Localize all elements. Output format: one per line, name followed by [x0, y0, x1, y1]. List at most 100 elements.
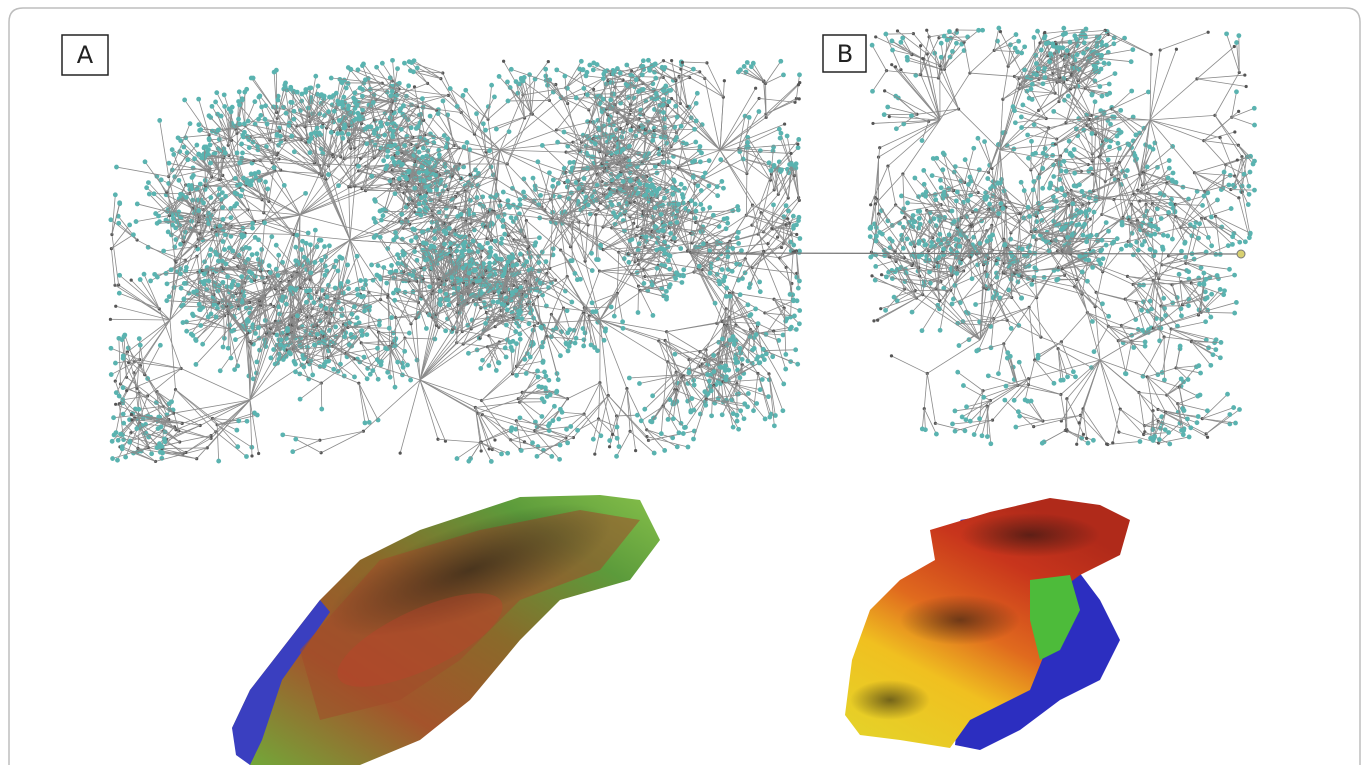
well-node [229, 109, 234, 114]
well-node [650, 393, 655, 398]
well-node [614, 454, 619, 459]
edge [322, 175, 350, 240]
well-node [113, 192, 118, 197]
well-node [720, 337, 725, 342]
well-node [780, 408, 785, 413]
well-node [232, 367, 237, 372]
well-node [235, 151, 240, 156]
well-node [770, 354, 775, 359]
well-node [244, 454, 249, 459]
well-node [792, 163, 797, 168]
edge [559, 414, 584, 419]
edge [300, 187, 351, 215]
well-node [393, 191, 398, 196]
well-node [385, 121, 390, 126]
well-node [502, 232, 507, 237]
well-node [343, 125, 348, 130]
well-node [518, 252, 523, 257]
well-node [160, 444, 165, 449]
well-node [372, 131, 377, 136]
well-node [401, 365, 406, 370]
edge [647, 437, 688, 447]
well-node [247, 145, 252, 150]
well-node [249, 76, 254, 81]
well-node [763, 417, 768, 422]
edge [562, 412, 584, 414]
well-node [194, 362, 199, 367]
well-node [540, 143, 545, 148]
well-node [146, 180, 151, 185]
well-node [496, 214, 501, 219]
well-node [751, 408, 756, 413]
well-node [292, 109, 297, 114]
well-node [349, 67, 354, 72]
junction [547, 60, 550, 63]
well-node [113, 361, 118, 366]
edge [110, 319, 170, 320]
well-node [288, 286, 293, 291]
well-node [198, 182, 203, 187]
well-node [263, 103, 268, 108]
well-node [411, 69, 416, 74]
page: A B (() => { const data = JSON.parse(doc… [0, 0, 1369, 765]
well-node [352, 375, 357, 380]
well-node [627, 376, 632, 381]
well-node [360, 94, 365, 99]
well-node [197, 302, 202, 307]
well-node [240, 133, 245, 138]
well-node [527, 321, 532, 326]
edge [179, 431, 211, 438]
well-node [308, 150, 313, 155]
well-node [637, 381, 642, 386]
well-node [788, 327, 793, 332]
panel-label: B [837, 40, 853, 68]
well-node [223, 194, 228, 199]
edge [350, 240, 425, 245]
well-node [389, 315, 394, 320]
well-node [373, 220, 378, 225]
well-node [337, 118, 342, 123]
well-node [521, 177, 526, 182]
well-node [608, 192, 613, 197]
well-node [509, 215, 514, 220]
well-node [262, 220, 267, 225]
well-node [218, 368, 223, 373]
edge [116, 167, 168, 176]
edge [667, 322, 723, 332]
well-node [717, 224, 722, 229]
well-node [184, 265, 189, 270]
well-node [117, 291, 122, 296]
well-node [327, 243, 332, 248]
well-node [184, 195, 189, 200]
well-node [216, 127, 221, 132]
well-node [724, 377, 729, 382]
well-node [521, 190, 526, 195]
edge [567, 383, 600, 399]
well-node [772, 423, 777, 428]
well-node [466, 351, 471, 356]
well-node [548, 392, 553, 397]
well-node [408, 378, 413, 383]
well-node [134, 219, 139, 224]
well-node [757, 361, 762, 366]
well-node [214, 252, 219, 257]
well-node [769, 168, 774, 173]
edge [489, 336, 499, 363]
well-node [194, 143, 199, 148]
well-node [698, 159, 703, 164]
well-node [784, 203, 789, 208]
well-node [120, 444, 125, 449]
edge [140, 360, 181, 369]
well-node [648, 177, 653, 182]
well-node [237, 122, 242, 127]
well-node [659, 431, 664, 436]
well-node [635, 413, 640, 418]
well-node [772, 163, 777, 168]
well-node [375, 346, 380, 351]
well-node [794, 327, 799, 332]
well-node [598, 433, 603, 438]
well-node [648, 419, 653, 424]
well-node [373, 199, 378, 204]
well-node [235, 444, 240, 449]
well-node [256, 95, 261, 100]
